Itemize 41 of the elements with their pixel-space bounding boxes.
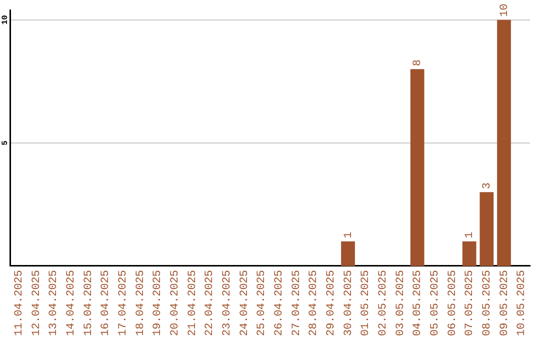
x-tick-label: 07.05.2025 (464, 270, 476, 336)
x-tick-label: 04.05.2025 (412, 270, 424, 336)
x-tick-label: 05.05.2025 (430, 270, 442, 336)
data-label: 1 (464, 231, 476, 238)
x-tick-label: 23.04.2025 (222, 270, 234, 336)
x-tick-label: 22.04.2025 (204, 270, 216, 336)
x-tick-label: 09.05.2025 (498, 270, 511, 336)
x-tick-label: 26.04.2025 (274, 270, 286, 336)
x-tick-label: 03.05.2025 (394, 270, 407, 336)
x-tick-label: 24.04.2025 (238, 270, 251, 336)
x-tick-label: 11.04.2025 (14, 270, 26, 336)
x-tick-label: 14.04.2025 (66, 270, 78, 336)
data-label: 10 (498, 4, 511, 17)
bar (480, 192, 494, 266)
x-tick-label: 08.05.2025 (482, 270, 494, 336)
bar (410, 69, 424, 266)
x-tick-label: 20.04.2025 (170, 270, 182, 336)
x-tick-label: 18.04.2025 (134, 270, 147, 336)
data-label: 1 (342, 231, 355, 238)
x-tick-label: 21.04.2025 (186, 270, 199, 336)
x-tick-label: 30.04.2025 (342, 270, 355, 336)
x-tick-label: 10.05.2025 (516, 270, 528, 336)
y-tick-label: 5 (1, 140, 10, 146)
data-label: 8 (412, 59, 424, 66)
bar (462, 241, 476, 266)
x-tick-label: 28.04.2025 (308, 270, 320, 336)
x-tick-label: 25.04.2025 (256, 270, 268, 336)
x-tick-label: 15.04.2025 (82, 270, 95, 336)
x-tick-label: 16.04.2025 (100, 270, 112, 336)
x-tick-label: 06.05.2025 (446, 270, 459, 336)
bar (497, 20, 511, 266)
x-tick-label: 12.04.2025 (30, 270, 43, 336)
x-tick-label: 13.04.2025 (48, 270, 60, 336)
x-tick-label: 02.05.2025 (378, 270, 390, 336)
bar (341, 241, 355, 266)
data-label: 3 (482, 182, 494, 190)
x-tick-label: 17.04.2025 (118, 270, 130, 336)
x-tick-label: 01.05.2025 (360, 270, 372, 336)
x-tick-label: 29.04.2025 (326, 270, 338, 336)
x-tick-label: 27.04.2025 (290, 270, 303, 336)
x-tick-label: 19.04.2025 (152, 270, 164, 336)
